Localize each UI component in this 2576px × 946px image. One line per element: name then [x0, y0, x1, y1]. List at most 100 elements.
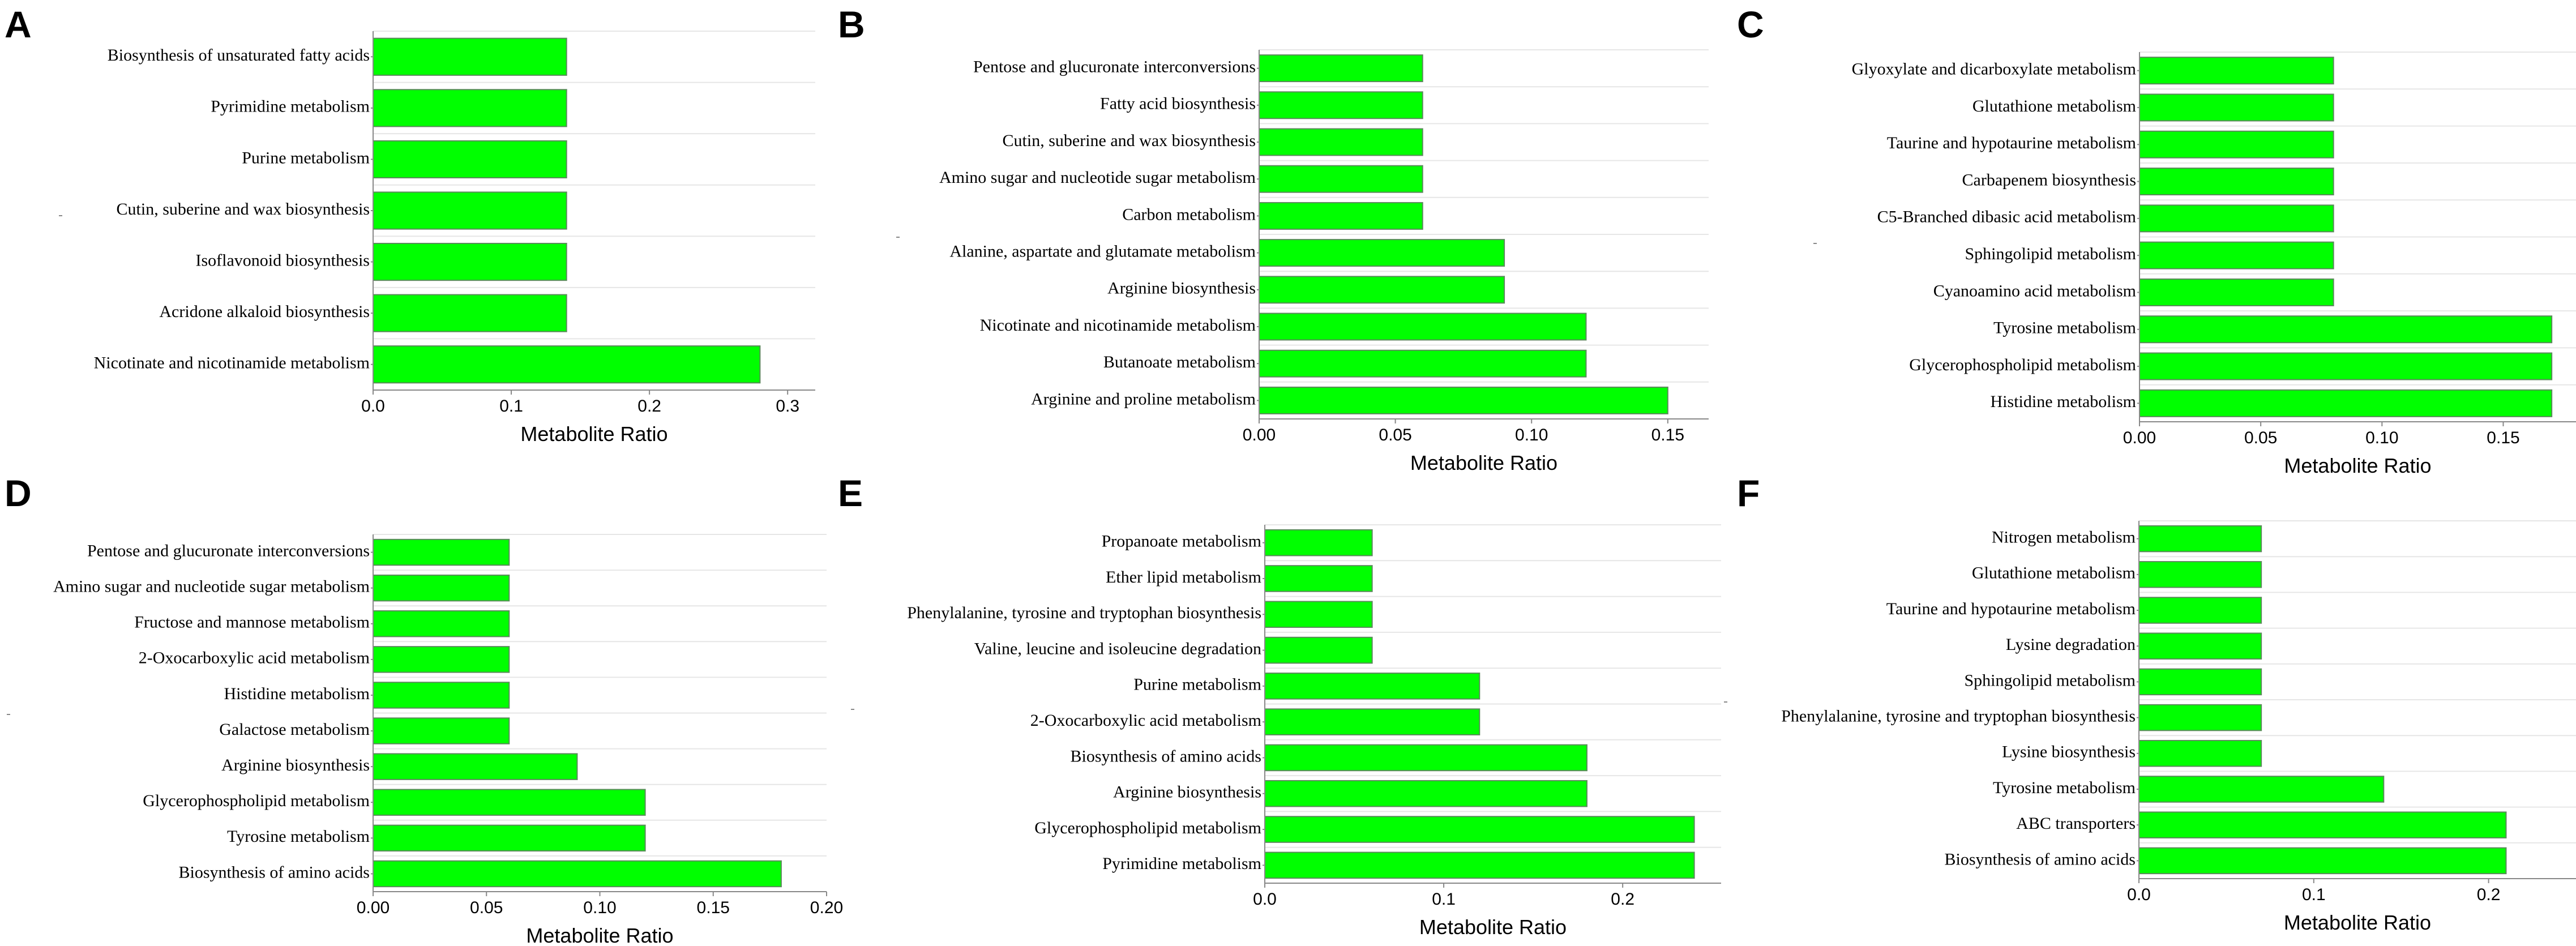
- category-label: Glyoxylate and dicarboxylate metabolism: [1852, 60, 2136, 79]
- x-tick-label: 0.10: [2365, 429, 2398, 447]
- category-label: Nicotinate and nicotinamide metabolism: [980, 316, 1256, 335]
- bar: [2138, 668, 2262, 696]
- bar: [1264, 636, 1373, 664]
- category-label: Acridone alkaloid biosynthesis: [159, 302, 370, 321]
- bar: [2138, 811, 2507, 838]
- x-tick-label: 0.00: [2123, 429, 2156, 447]
- category-label: Taurine and hypotaurine metabolism: [1886, 600, 2136, 618]
- category-label: Glutathione metabolism: [1972, 97, 2136, 115]
- category-label: Sphingolipid metabolism: [1964, 671, 2136, 690]
- bar: [2139, 130, 2334, 159]
- category-label: Glycerophospholipid metabolism: [1034, 819, 1261, 837]
- bar: [373, 860, 782, 888]
- category-label: Biosynthesis of amino acids: [1945, 850, 2136, 868]
- bar: [2138, 740, 2262, 767]
- bar: [1264, 708, 1480, 735]
- category-label: Nicotinate and nicotinamide metabolism: [94, 354, 370, 373]
- chart-panel-e: E Propanoate metabolism Ether lipid metabo…: [838, 472, 1721, 939]
- bar: [373, 753, 578, 780]
- bar: [2138, 597, 2262, 624]
- x-tick-label: 0.3: [776, 397, 799, 416]
- bar: [2138, 847, 2507, 875]
- panel-letter: C: [1737, 3, 1764, 45]
- category-label: Valine, leucine and isoleucine degradati…: [974, 639, 1261, 658]
- bar: [373, 682, 510, 709]
- bar: [2139, 278, 2334, 306]
- bar: [1259, 54, 1423, 83]
- category-label: Tyrosine metabolism: [1993, 319, 2136, 337]
- x-tick-label: 0.10: [583, 898, 616, 917]
- x-tick-label: 0.15: [2487, 429, 2519, 447]
- bar: [1259, 386, 1668, 414]
- category-label: Pyrimidine metabolism: [211, 97, 370, 116]
- chart-panel-d: D Pentose and glucuronate interconversion…: [5, 472, 843, 946]
- bar: [2138, 704, 2262, 731]
- category-label: Lysine degradation: [2006, 635, 2136, 654]
- x-tick-label: 0.05: [470, 898, 503, 917]
- category-label: Fructose and mannose metabolism: [134, 613, 370, 632]
- x-tick-label: 0.00: [357, 898, 390, 917]
- bar: [2138, 561, 2262, 588]
- category-label: Cutin, suberine and wax biosynthesis: [1003, 131, 1256, 150]
- bar: [373, 824, 646, 852]
- panel-letter: A: [5, 3, 32, 45]
- category-label: Phenylalanine, tyrosine and tryptophan b…: [907, 603, 1261, 622]
- category-label: Phenylalanine, tyrosine and tryptophan b…: [1781, 707, 2136, 725]
- x-tick-label: 0.05: [1379, 426, 1411, 444]
- category-label: Propanoate metabolism: [1102, 532, 1261, 551]
- category-label: C5-Branched dibasic acid metabolism: [1877, 208, 2136, 226]
- bar: [2139, 93, 2334, 122]
- bar: [2139, 315, 2553, 344]
- bar: [373, 574, 510, 602]
- category-label: Alanine, aspartate and glutamate metabol…: [949, 242, 1256, 260]
- category-label: Taurine and hypotaurine metabolism: [1887, 134, 2136, 152]
- category-label: Biosynthesis of amino acids: [1071, 747, 1261, 765]
- category-label: Cutin, suberine and wax biosynthesis: [117, 200, 370, 219]
- category-label: Carbon metabolism: [1122, 205, 1256, 224]
- bar: [2138, 632, 2262, 660]
- category-label: Purine metabolism: [1133, 675, 1261, 694]
- bar: [1259, 276, 1505, 304]
- category-label: Pyrimidine metabolism: [1102, 854, 1261, 873]
- category-label: Ether lipid metabolism: [1106, 568, 1261, 587]
- bar: [373, 717, 510, 744]
- category-label: Lysine biosynthesis: [2002, 743, 2136, 761]
- bar: [373, 610, 510, 637]
- x-tick-label: 0.00: [1243, 426, 1276, 444]
- category-label: Histidine metabolism: [224, 684, 370, 703]
- x-tick-label: 0.2: [1611, 890, 1634, 909]
- bar: [1264, 601, 1373, 628]
- category-label: Arginine biosynthesis: [1113, 783, 1261, 802]
- x-axis-title: Metabolite Ratio: [2284, 911, 2431, 934]
- bar: [2139, 352, 2553, 380]
- bar: [1259, 313, 1587, 341]
- x-tick-label: 0.15: [697, 898, 730, 917]
- bar: [2139, 389, 2553, 417]
- bar: [1259, 349, 1587, 378]
- bar: [373, 140, 567, 179]
- category-label: Glutathione metabolism: [1972, 564, 2136, 583]
- x-tick-label: 0.1: [2302, 885, 2326, 904]
- x-tick-label: 0.05: [2244, 429, 2277, 447]
- category-label: Purine metabolism: [242, 148, 370, 167]
- category-label: Amino sugar and nucleotide sugar metabol…: [53, 577, 370, 596]
- x-axis-title: Metabolite Ratio: [1410, 451, 1557, 474]
- panel-letter: E: [838, 472, 863, 514]
- category-label: Glycerophospholipid metabolism: [1909, 356, 2136, 374]
- bar: [1264, 780, 1587, 807]
- x-axis-title: Metabolite Ratio: [2284, 454, 2431, 477]
- bar: [1264, 851, 1695, 879]
- category-label: Arginine and proline metabolism: [1031, 389, 1256, 408]
- category-label: Amino sugar and nucleotide sugar metabol…: [939, 168, 1256, 187]
- category-label: Histidine metabolism: [1991, 392, 2136, 411]
- category-label: Tyrosine metabolism: [1993, 778, 2136, 797]
- x-tick-label: 0.0: [361, 397, 385, 416]
- bar: [373, 89, 567, 127]
- bar: [2138, 776, 2385, 803]
- x-tick-label: 0.2: [637, 397, 661, 416]
- bar: [1259, 91, 1423, 119]
- x-axis-title: Metabolite Ratio: [1419, 915, 1567, 939]
- category-label: Glycerophospholipid metabolism: [143, 791, 370, 810]
- category-label: Arginine biosynthesis: [221, 756, 370, 774]
- bar: [373, 191, 567, 230]
